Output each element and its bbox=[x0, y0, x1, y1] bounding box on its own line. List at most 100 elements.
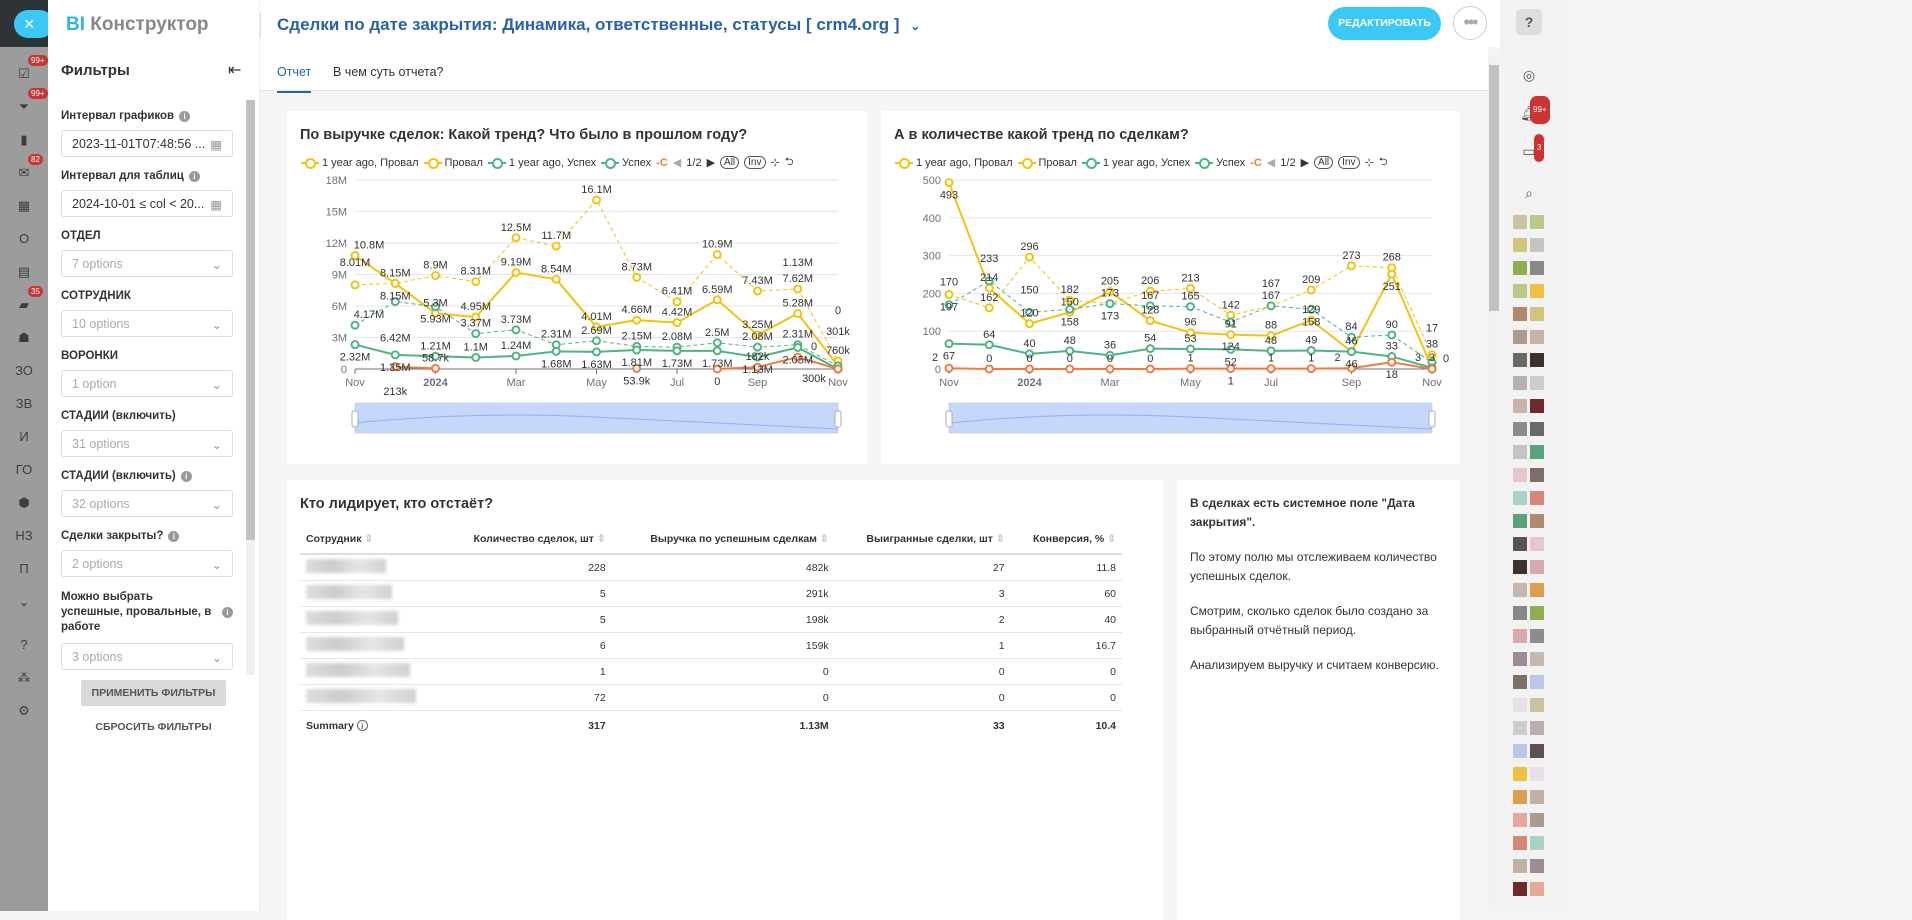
tasks-icon[interactable]: ☑ 99+ bbox=[0, 55, 48, 88]
legend-item[interactable]: Успех bbox=[1195, 157, 1245, 169]
bell-icon[interactable]: 🔔︎ 99+ bbox=[1516, 96, 1550, 126]
legend-prev-icon[interactable]: ◀ bbox=[1266, 157, 1276, 169]
avatar[interactable] bbox=[1513, 859, 1527, 873]
filters-scrollbar[interactable] bbox=[246, 100, 255, 675]
rail-item[interactable]: ЗВ bbox=[15, 396, 33, 411]
avatar[interactable] bbox=[1513, 606, 1527, 620]
table-row[interactable]: 228 482k 27 11.8 bbox=[300, 554, 1122, 581]
avatar[interactable] bbox=[1530, 445, 1544, 459]
chat-icon[interactable]: ▭ 3 bbox=[1516, 134, 1545, 164]
rail-item[interactable]: ГО bbox=[15, 462, 33, 477]
mail-icon[interactable]: ✉ 82 bbox=[0, 154, 48, 187]
avatar[interactable] bbox=[1513, 767, 1527, 781]
zoom-select-icon[interactable]: ⊹ bbox=[770, 157, 780, 169]
avatar[interactable] bbox=[1513, 836, 1527, 850]
legend-item[interactable]: Провал bbox=[1017, 157, 1077, 169]
chevron-down-circle-icon[interactable]: ⌄ bbox=[18, 593, 30, 609]
invert-selection-button[interactable]: Inv bbox=[1338, 156, 1360, 169]
legend-item[interactable]: Успех bbox=[601, 157, 651, 169]
avatar[interactable] bbox=[1530, 537, 1544, 551]
main-scrollbar[interactable] bbox=[1488, 55, 1500, 911]
avatar[interactable] bbox=[1530, 836, 1544, 850]
rail-item[interactable]: П bbox=[19, 561, 29, 576]
rail-item[interactable]: НЗ bbox=[15, 528, 33, 543]
avatar[interactable] bbox=[1513, 583, 1527, 597]
avatar[interactable] bbox=[1530, 882, 1544, 896]
column-header[interactable]: Выручка по успешным сделкам ⇕ bbox=[611, 525, 835, 555]
legend-item[interactable]: -C bbox=[656, 156, 668, 169]
avatar[interactable] bbox=[1530, 675, 1544, 689]
robot-icon[interactable]: ☗ bbox=[18, 329, 30, 345]
calendar-icon[interactable]: ▦ bbox=[17, 197, 31, 213]
date-range-input[interactable]: 2024-10-01 ≤ col < 20... ▦ bbox=[61, 190, 233, 217]
avatar[interactable] bbox=[1513, 215, 1527, 229]
datazoom-handle-left[interactable] bbox=[351, 410, 359, 428]
avatar[interactable] bbox=[1513, 514, 1527, 528]
avatar[interactable] bbox=[1530, 721, 1544, 735]
datazoom-handle-right[interactable] bbox=[834, 410, 842, 428]
avatar[interactable] bbox=[1530, 307, 1544, 321]
avatar[interactable] bbox=[1530, 215, 1544, 229]
legend-item[interactable]: 1 year ago, Успех bbox=[1081, 157, 1190, 169]
collapse-panel-icon[interactable]: ⇤ bbox=[228, 62, 242, 79]
rail-item[interactable]: ЗО bbox=[15, 363, 33, 378]
avatar[interactable] bbox=[1530, 859, 1544, 873]
avatar[interactable] bbox=[1513, 813, 1527, 827]
legend-next-icon[interactable]: ▶ bbox=[706, 157, 716, 169]
avatar[interactable] bbox=[1513, 422, 1527, 436]
invert-selection-button[interactable]: Inv bbox=[744, 156, 766, 169]
chart-icon[interactable]: ▮ bbox=[20, 131, 28, 147]
avatar[interactable] bbox=[1530, 652, 1544, 666]
info-icon[interactable]: i bbox=[179, 110, 191, 122]
column-header[interactable]: Выигранные сделки, шт ⇕ bbox=[834, 525, 1011, 555]
column-header[interactable]: Конверсия, % ⇕ bbox=[1010, 525, 1122, 555]
avatar[interactable] bbox=[1530, 560, 1544, 574]
chevron-down-icon[interactable]: ⌄ bbox=[910, 19, 921, 33]
avatar[interactable] bbox=[1513, 353, 1527, 367]
legend-item[interactable]: Провал bbox=[423, 157, 483, 169]
datazoom-handle-left[interactable] bbox=[945, 410, 953, 428]
multiselect-input[interactable]: 3 options ⌄ bbox=[61, 643, 233, 670]
info-icon[interactable]: i bbox=[356, 720, 368, 731]
avatar[interactable] bbox=[1513, 698, 1527, 712]
avatar[interactable] bbox=[1530, 353, 1544, 367]
rail-item[interactable]: О bbox=[18, 231, 30, 246]
avatar[interactable] bbox=[1530, 261, 1544, 275]
avatar[interactable] bbox=[1530, 284, 1544, 298]
tab-about[interactable]: В чем суть отчета? bbox=[333, 65, 444, 79]
table-row[interactable]: 5 198k 2 40 bbox=[300, 606, 1122, 633]
avatar[interactable] bbox=[1513, 284, 1527, 298]
column-header[interactable]: Количество сделок, шт ⇕ bbox=[442, 525, 612, 555]
apply-filters-button[interactable]: ПРИМЕНИТЬ ФИЛЬТРЫ bbox=[81, 680, 226, 706]
info-icon[interactable]: i bbox=[168, 530, 180, 542]
avatar[interactable] bbox=[1513, 744, 1527, 758]
multiselect-input[interactable]: 1 option ⌄ bbox=[61, 370, 233, 397]
avatar[interactable] bbox=[1513, 537, 1527, 551]
legend-item[interactable]: 1 year ago, Провал bbox=[301, 157, 419, 169]
widget-icon[interactable]: ◎ bbox=[1522, 67, 1536, 83]
avatar[interactable] bbox=[1513, 675, 1527, 689]
avatar[interactable] bbox=[1530, 422, 1544, 436]
search-icon[interactable]: ⌕ bbox=[1525, 185, 1533, 201]
avatar[interactable] bbox=[1530, 606, 1544, 620]
legend-item[interactable]: 1 year ago, Провал bbox=[895, 157, 1013, 169]
avatar[interactable] bbox=[1530, 790, 1544, 804]
box-icon[interactable]: ⬢ bbox=[18, 494, 30, 510]
date-range-input[interactable]: 2023-11-01T07:48:56 ... ▦ bbox=[61, 130, 233, 157]
sitemap-icon[interactable]: ⁂ bbox=[17, 669, 31, 685]
avatar[interactable] bbox=[1513, 307, 1527, 321]
help-icon[interactable]: ? bbox=[1516, 9, 1542, 35]
avatar[interactable] bbox=[1513, 882, 1527, 896]
multiselect-input[interactable]: 31 options ⌄ bbox=[61, 430, 233, 457]
info-icon[interactable]: i bbox=[180, 470, 192, 482]
avatar[interactable] bbox=[1513, 721, 1527, 735]
avatar[interactable] bbox=[1513, 629, 1527, 643]
table-row[interactable]: 72 0 0 0 bbox=[300, 684, 1122, 711]
avatar[interactable] bbox=[1513, 491, 1527, 505]
datazoom-handle-right[interactable] bbox=[1428, 410, 1436, 428]
funnel-icon[interactable]: ⏷ 99+ bbox=[0, 88, 48, 121]
column-header[interactable]: Сотрудник ⇕ bbox=[300, 525, 443, 555]
avatar[interactable] bbox=[1513, 790, 1527, 804]
multiselect-input[interactable]: 7 options ⌄ bbox=[61, 250, 233, 277]
